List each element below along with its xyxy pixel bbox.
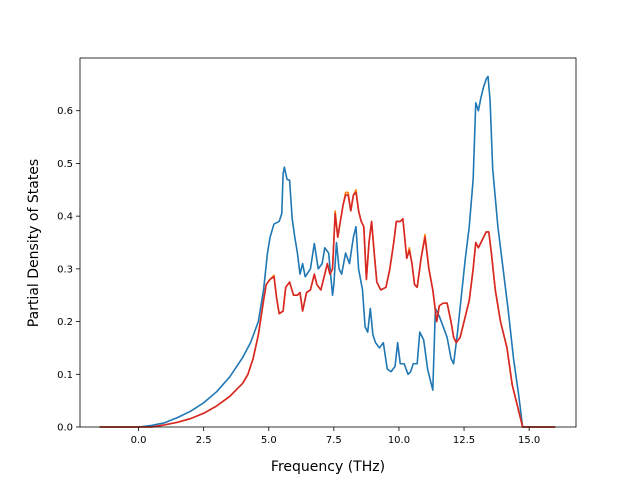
series-layer [99,75,556,428]
y-axis-label: Partial Density of States [26,159,42,327]
x-tick-label: 10.0 [388,435,410,446]
x-tick-label: 12.5 [453,435,475,446]
x-axis-ticks: 0.0 2.5 5.0 7.5 10.0 12.5 15.0 [131,427,540,446]
y-tick-label: 0.6 [57,106,73,117]
x-tick-label: 0.0 [131,435,147,446]
y-axis-ticks: 0.0 0.1 0.2 0.3 0.4 0.5 0.6 [57,106,80,434]
y-tick-label: 0.1 [57,370,73,381]
x-tick-label: 7.5 [326,435,342,446]
y-tick-label: 0.5 [57,159,73,170]
x-tick-label: 5.0 [261,435,277,446]
y-tick-label: 0.4 [57,212,73,223]
y-tick-label: 0.0 [57,423,73,434]
series-line-3 [99,191,556,428]
y-tick-label: 0.2 [57,317,73,328]
x-tick-label: 15.0 [518,435,540,446]
plot-frame [79,57,577,428]
y-tick-label: 0.3 [57,264,73,275]
x-tick-label: 2.5 [196,435,212,446]
series-line-1 [99,75,556,428]
x-axis-label: Frequency (THz) [271,459,385,475]
